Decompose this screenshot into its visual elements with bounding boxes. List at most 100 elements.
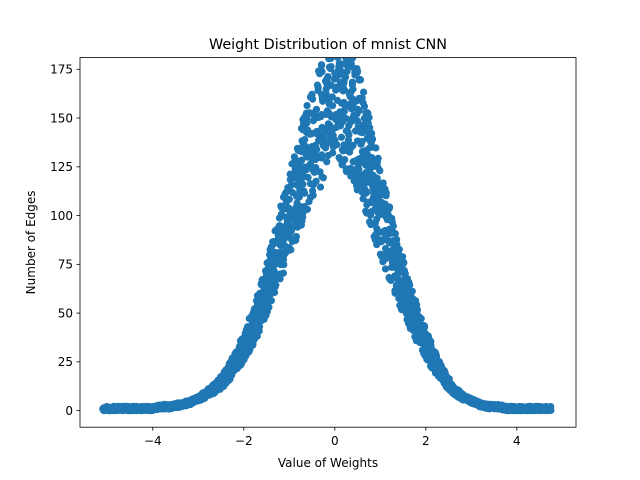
y-tick-label: 150 — [50, 111, 73, 125]
data-point — [280, 261, 288, 269]
data-point — [365, 209, 373, 217]
data-point — [418, 346, 427, 354]
data-point — [356, 180, 364, 188]
data-point — [367, 138, 375, 146]
x-tick-label: −4 — [144, 434, 162, 448]
data-point — [318, 173, 326, 181]
data-point — [240, 342, 248, 350]
chart-title: Weight Distribution of mnist CNN — [209, 37, 447, 53]
data-point — [115, 405, 123, 413]
x-tick-label: −2 — [235, 434, 253, 448]
data-point — [396, 301, 404, 309]
data-point — [305, 198, 313, 206]
data-point — [421, 352, 429, 360]
data-point — [406, 281, 414, 289]
data-point — [276, 272, 284, 280]
data-point — [277, 227, 285, 235]
data-point — [467, 397, 475, 405]
data-point — [420, 329, 428, 337]
data-point — [287, 176, 295, 184]
data-point — [414, 334, 422, 342]
data-point — [362, 169, 370, 177]
data-point — [476, 401, 485, 409]
data-point — [376, 167, 384, 175]
data-point — [394, 290, 402, 298]
y-tick-label: 175 — [50, 63, 73, 77]
data-point — [368, 220, 376, 228]
x-tick-label: 0 — [331, 434, 339, 448]
data-point — [321, 143, 329, 151]
y-tick-label: 50 — [58, 306, 73, 320]
data-point — [293, 144, 302, 152]
data-point — [361, 159, 369, 167]
data-point — [348, 81, 356, 89]
data-point — [410, 303, 418, 311]
data-point — [294, 157, 302, 165]
data-point — [258, 279, 266, 287]
data-point — [267, 244, 275, 252]
data-point — [349, 158, 357, 166]
data-point — [368, 153, 376, 162]
data-point — [140, 405, 148, 413]
data-point — [376, 208, 384, 216]
data-point — [394, 268, 403, 276]
data-point — [299, 207, 307, 215]
data-point — [332, 83, 340, 91]
data-point — [265, 278, 273, 286]
data-point — [413, 319, 421, 327]
data-point — [303, 153, 312, 161]
data-point — [377, 238, 386, 246]
y-tick-label: 125 — [50, 160, 73, 174]
data-point — [261, 267, 270, 275]
data-point — [513, 405, 521, 413]
data-point — [295, 170, 303, 178]
data-point — [335, 59, 343, 67]
data-point — [350, 170, 358, 178]
data-point — [377, 191, 385, 199]
data-point — [339, 71, 347, 79]
data-point — [398, 257, 406, 265]
data-point — [294, 182, 303, 190]
data-point — [546, 405, 554, 413]
data-point — [222, 373, 230, 382]
data-point — [349, 57, 357, 62]
data-point — [393, 247, 401, 255]
data-point — [273, 251, 281, 259]
data-point — [320, 93, 328, 101]
data-point — [277, 202, 285, 210]
data-point — [329, 131, 337, 140]
data-point — [391, 230, 399, 238]
data-point — [346, 93, 354, 101]
data-point — [245, 347, 253, 355]
data-point — [288, 160, 296, 168]
data-point — [231, 360, 239, 368]
data-point — [458, 393, 466, 401]
data-point — [333, 57, 341, 61]
data-point — [292, 232, 300, 241]
data-point — [321, 77, 330, 85]
data-point — [324, 120, 332, 128]
data-point — [373, 157, 381, 165]
data-point — [323, 158, 331, 166]
data-point — [316, 183, 325, 191]
axes-spines — [79, 57, 577, 428]
plot-area — [80, 57, 576, 428]
data-point — [212, 383, 221, 391]
data-point — [373, 215, 381, 223]
data-point — [333, 96, 342, 104]
data-point — [312, 177, 320, 185]
data-point — [337, 133, 346, 141]
y-tick-label: 75 — [58, 258, 73, 272]
data-point — [339, 147, 347, 155]
scatter-points — [99, 57, 555, 415]
data-point — [314, 67, 323, 75]
data-point — [306, 130, 314, 138]
data-point — [388, 258, 397, 266]
data-point — [340, 98, 348, 107]
data-point — [301, 113, 309, 121]
data-point — [167, 403, 175, 411]
data-point — [306, 160, 314, 168]
data-point — [313, 128, 321, 136]
